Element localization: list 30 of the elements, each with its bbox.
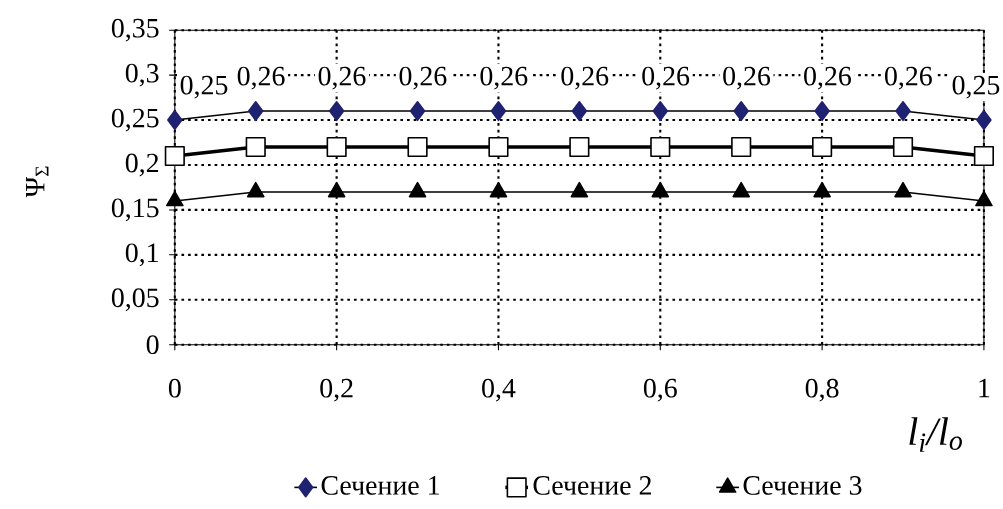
data-label: 0,26 <box>237 66 285 90</box>
y-tick-label: 0,2 <box>125 153 159 177</box>
data-label: 0,26 <box>723 66 771 90</box>
data-label: 0,26 <box>642 66 690 90</box>
x-tick-label: 0,2 <box>320 378 353 402</box>
y-axis-title: Ψ$_{Σ}$ <box>26 166 49 198</box>
data-label: 0,26 <box>561 66 609 90</box>
data-label: 0,26 <box>399 66 447 90</box>
data-label: 0,26 <box>804 66 851 90</box>
y-tick-label: 0,1 <box>125 243 158 267</box>
legend-label: Сечение 1 <box>321 475 439 495</box>
x-tick-label: 1 <box>979 378 990 398</box>
y-tick-label: 0,05 <box>111 288 159 312</box>
y-tick-label: 0,15 <box>111 198 159 222</box>
x-tick-label: 0 <box>168 378 181 398</box>
legend-label: Сечение 2 <box>533 475 651 495</box>
x-tick-label: 0,4 <box>482 378 516 402</box>
y-tick-label: 0,35 <box>111 18 159 42</box>
data-label: 0,25 <box>180 75 228 99</box>
y-tick-label: 0,3 <box>125 63 159 87</box>
x-axis-title: l$_{i}$/l$_{o}$ <box>909 417 962 452</box>
y-tick-label: 0 <box>146 335 159 354</box>
data-label: 0,25 <box>952 75 1000 99</box>
data-label: 0,26 <box>480 66 528 90</box>
y-tick-label: 0,25 <box>111 108 159 132</box>
data-label: 0,26 <box>318 66 366 90</box>
data-label: 0,26 <box>885 66 932 90</box>
x-tick-label: 0,6 <box>643 378 677 402</box>
legend-label: Сечение 3 <box>743 475 862 495</box>
x-tick-label: 0,8 <box>805 378 839 402</box>
